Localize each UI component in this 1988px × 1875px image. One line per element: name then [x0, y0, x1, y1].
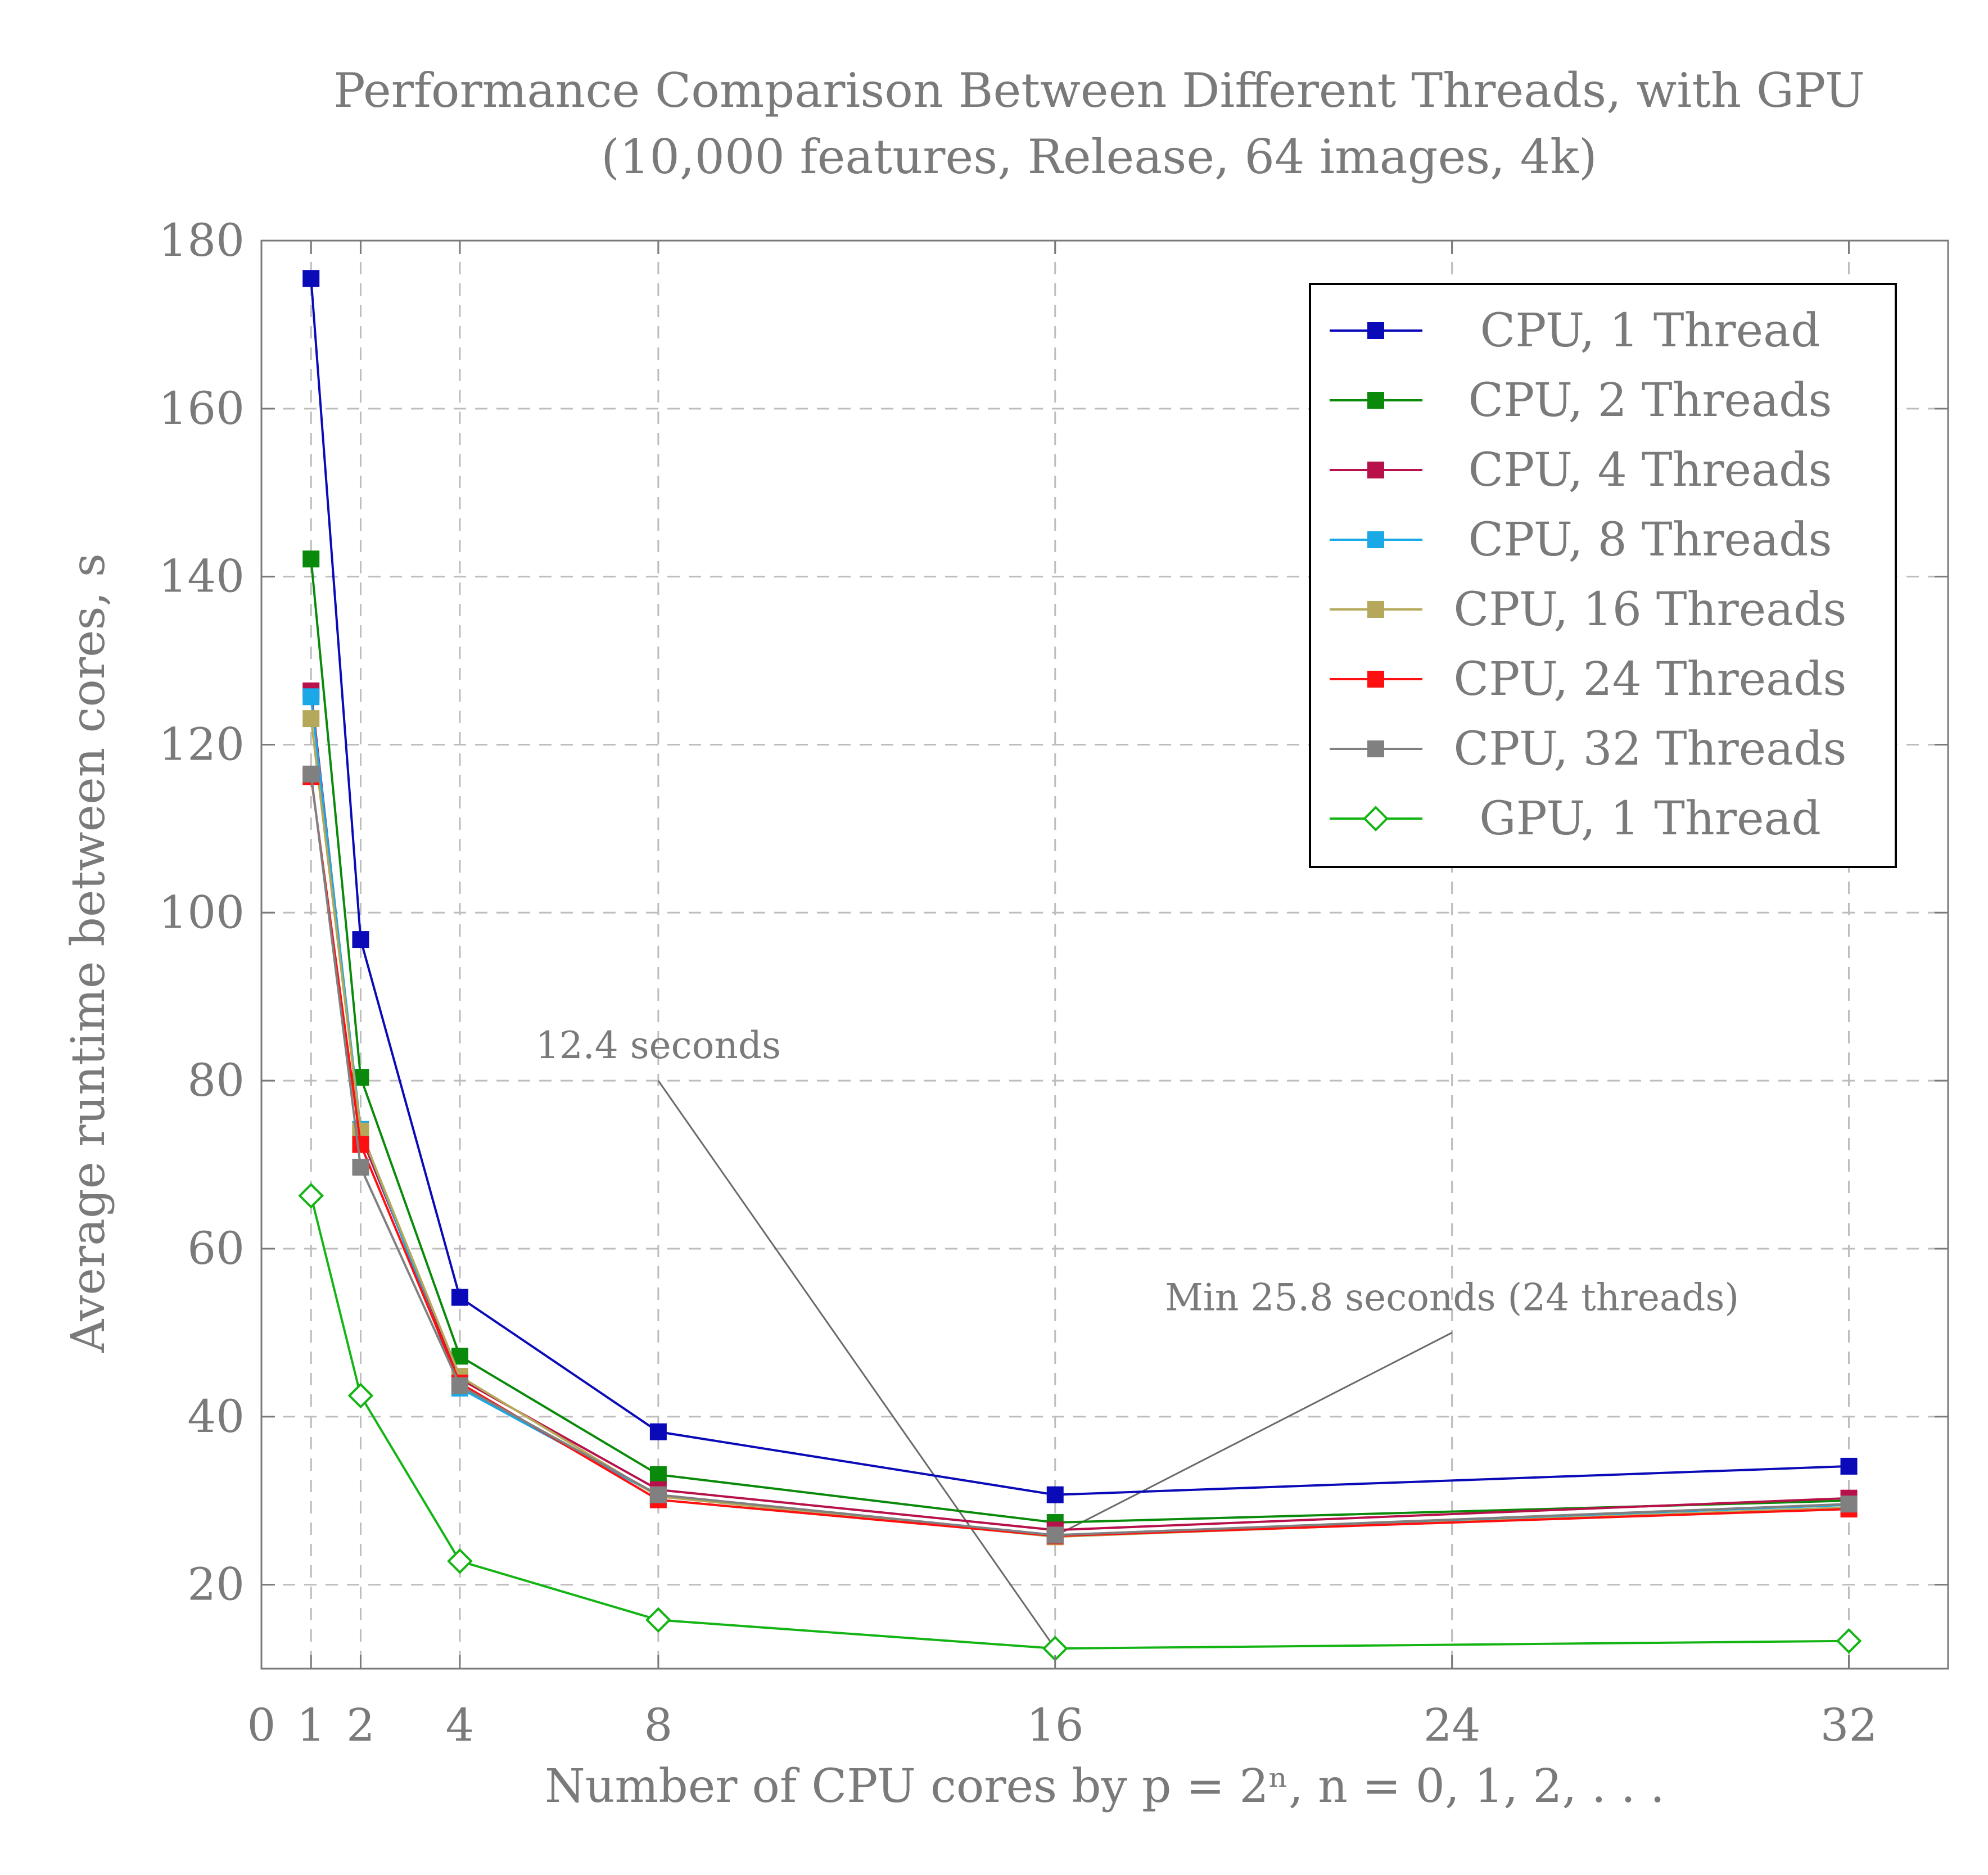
annotations: 12.4 seconds Min 25.8 seconds (24 threads… — [536, 1024, 1739, 1650]
y-axis-label: Average runtime between cores, s — [62, 553, 115, 1353]
plot-area-frame — [260, 240, 1949, 1670]
y-tick-label: 40 — [187, 1390, 245, 1443]
data-point — [302, 688, 320, 706]
legend-marker — [1367, 322, 1384, 339]
legend-label: CPU, 4 Threads — [1468, 444, 1832, 497]
data-point — [1840, 1496, 1858, 1513]
data-point — [352, 931, 369, 948]
data-point — [302, 270, 320, 287]
data-point — [1836, 1628, 1862, 1654]
data-point — [645, 1607, 671, 1633]
legend-label: CPU, 32 Threads — [1453, 722, 1846, 776]
annotation-leader-line — [657, 1080, 1056, 1650]
series-cpu-32-threads — [302, 765, 1858, 1544]
data-point — [347, 1382, 374, 1409]
y-tick-label: 120 — [159, 718, 245, 770]
annotation-label: Min 25.8 seconds (24 threads) — [1165, 1276, 1739, 1319]
x-tick-label: 4 — [445, 1699, 474, 1751]
y-tick-label: 140 — [159, 550, 245, 603]
y-tick-label: 20 — [187, 1558, 245, 1611]
chart-title: Performance Comparison Between Different… — [333, 63, 1865, 118]
series-line — [310, 278, 1849, 1496]
data-point — [649, 1486, 667, 1503]
grid — [261, 241, 1948, 1669]
data-point — [649, 1423, 667, 1440]
data-point — [447, 1548, 473, 1574]
data-point — [451, 1377, 468, 1394]
y-tick-label: 160 — [159, 382, 245, 435]
x-tick-label: 8 — [644, 1699, 672, 1751]
legend-label: CPU, 16 Threads — [1453, 583, 1846, 636]
legend-marker — [1367, 671, 1384, 688]
series-line — [310, 774, 1849, 1537]
y-tick-label: 60 — [187, 1222, 245, 1275]
y-tick-label: 100 — [159, 886, 245, 938]
x-tick-label: 0 — [247, 1699, 276, 1751]
legend-box — [1309, 283, 1897, 868]
data-point — [298, 1182, 324, 1209]
data-point — [302, 550, 320, 568]
legend-marker — [1363, 806, 1389, 832]
legend-label: CPU, 2 Threads — [1468, 374, 1832, 427]
x-tick-label: 2 — [346, 1699, 375, 1751]
legend-label: CPU, 8 Threads — [1468, 513, 1832, 567]
data-point — [1840, 1457, 1858, 1475]
x-axis-label: Number of CPU cores by p = 2ⁿ, n = 0, 1,… — [545, 1760, 1665, 1813]
annotation-leader-line — [1055, 1332, 1453, 1537]
data-point — [649, 1466, 667, 1483]
data-point — [302, 765, 320, 783]
legend-marker — [1367, 462, 1384, 478]
legend-marker — [1367, 531, 1384, 548]
legend-marker — [1367, 392, 1384, 409]
legend-marker — [1367, 601, 1384, 618]
series-line — [310, 1195, 1849, 1650]
y-tick-label: 80 — [187, 1054, 245, 1106]
legend-marker — [1367, 740, 1384, 757]
legend-label: GPU, 1 Thread — [1479, 792, 1821, 846]
x-tick-label: 16 — [1027, 1699, 1084, 1751]
x-tick-label: 1 — [297, 1699, 326, 1751]
series-line — [310, 559, 1849, 1524]
series-lines — [298, 270, 1862, 1661]
legend: CPU, 1 Thread CPU, 2 Threads CPU, 4 Thread… — [1309, 283, 1897, 868]
data-point — [352, 1159, 369, 1176]
legend-label: CPU, 24 Threads — [1453, 653, 1846, 706]
series-cpu-1-thread — [302, 270, 1858, 1503]
x-tick-label: 32 — [1820, 1699, 1878, 1751]
legend-label: CPU, 1 Thread — [1480, 304, 1820, 358]
x-tick-label: 24 — [1424, 1699, 1481, 1751]
y-tick-label: 180 — [159, 214, 245, 266]
data-point — [451, 1289, 468, 1306]
data-point — [302, 710, 320, 728]
annotation-label: 12.4 seconds — [536, 1024, 781, 1067]
chart-subtitle: (10,000 features, Release, 64 images, 4k… — [601, 129, 1597, 184]
data-point — [352, 1136, 369, 1153]
data-point — [1046, 1526, 1064, 1544]
series-gpu-1-thread — [298, 1182, 1862, 1661]
data-point — [1046, 1486, 1064, 1503]
